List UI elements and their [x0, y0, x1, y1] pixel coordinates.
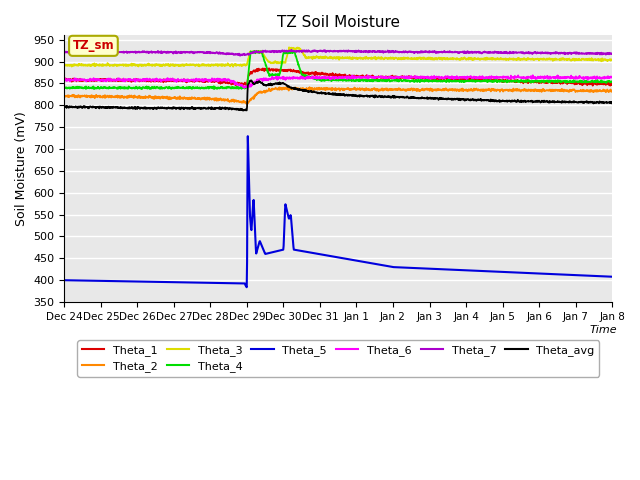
Theta_2	[315, 86, 323, 92]
Theta_5	[608, 274, 616, 279]
Theta_4	[315, 77, 323, 83]
Theta_5	[315, 251, 323, 257]
Theta_5	[373, 261, 381, 267]
Theta_4	[608, 79, 616, 84]
Theta_1	[305, 70, 313, 76]
Theta_4	[373, 77, 381, 83]
Theta_2	[293, 85, 301, 91]
Theta_1	[237, 83, 245, 89]
Theta_2	[103, 94, 111, 99]
Theta_7	[315, 48, 323, 54]
Theta_2	[608, 88, 616, 94]
Theta_7	[236, 53, 244, 59]
Theta_3	[229, 64, 237, 70]
Theta_3	[125, 62, 133, 68]
Theta_5	[125, 278, 133, 284]
Theta_4	[305, 74, 313, 80]
Theta_4	[125, 84, 133, 90]
Text: TZ_sm: TZ_sm	[72, 39, 115, 52]
Theta_7	[294, 48, 301, 54]
Theta_4	[211, 86, 218, 92]
Theta_1	[61, 76, 68, 82]
Theta_1	[608, 82, 616, 87]
Line: Theta_1: Theta_1	[65, 68, 612, 86]
Theta_2	[373, 86, 381, 92]
Theta_4	[61, 84, 68, 90]
Theta_4	[103, 84, 111, 90]
Theta_6	[293, 74, 301, 80]
Line: Theta_6: Theta_6	[65, 75, 612, 88]
Theta_6	[61, 76, 68, 82]
Theta_6	[372, 74, 380, 80]
Line: Theta_3: Theta_3	[65, 48, 612, 67]
Title: TZ Soil Moisture: TZ Soil Moisture	[276, 15, 400, 30]
Line: Theta_7: Theta_7	[65, 50, 612, 56]
Theta_3	[285, 45, 293, 50]
Theta_avg	[103, 105, 111, 111]
Theta_7	[608, 50, 616, 56]
Theta_avg	[294, 86, 301, 92]
Theta_5	[103, 278, 111, 284]
Theta_7	[288, 47, 296, 53]
Theta_4	[294, 60, 301, 65]
Theta_7	[305, 48, 313, 54]
Theta_3	[373, 56, 381, 61]
Theta_1	[125, 78, 133, 84]
Theta_5	[305, 250, 313, 255]
Y-axis label: Soil Moisture (mV): Soil Moisture (mV)	[15, 111, 28, 226]
Theta_3	[61, 61, 68, 67]
Theta_4	[255, 48, 262, 54]
Line: Theta_4: Theta_4	[65, 51, 612, 89]
Line: Theta_5: Theta_5	[65, 136, 612, 287]
Theta_2	[61, 93, 68, 99]
Line: Theta_avg: Theta_avg	[65, 81, 612, 110]
Theta_3	[608, 57, 616, 63]
Theta_3	[103, 63, 111, 69]
Theta_avg	[248, 78, 255, 84]
Theta_6	[103, 78, 111, 84]
Theta_avg	[61, 103, 68, 109]
Theta_avg	[125, 105, 133, 110]
Theta_6	[529, 72, 536, 78]
Theta_2	[125, 94, 133, 100]
Theta_1	[103, 77, 111, 83]
Theta_3	[315, 54, 323, 60]
Theta_2	[305, 86, 312, 92]
Theta_6	[240, 85, 248, 91]
Theta_5	[294, 247, 301, 253]
Theta_6	[305, 73, 312, 79]
Text: Time: Time	[590, 325, 618, 335]
Theta_1	[373, 74, 381, 80]
Theta_2	[243, 101, 251, 107]
Theta_1	[315, 71, 323, 77]
Theta_avg	[373, 94, 381, 99]
Theta_2	[306, 84, 314, 90]
Theta_avg	[315, 90, 323, 96]
Theta_6	[608, 74, 616, 80]
Theta_7	[125, 49, 133, 55]
Theta_3	[294, 46, 301, 51]
Theta_7	[103, 49, 111, 55]
Legend: Theta_1, Theta_2, Theta_3, Theta_4, Theta_5, Theta_6, Theta_7, Theta_avg: Theta_1, Theta_2, Theta_3, Theta_4, Thet…	[77, 340, 599, 376]
Line: Theta_2: Theta_2	[65, 87, 612, 104]
Theta_avg	[305, 89, 313, 95]
Theta_avg	[608, 99, 616, 105]
Theta_5	[61, 277, 68, 283]
Theta_3	[305, 54, 313, 60]
Theta_7	[373, 49, 381, 55]
Theta_7	[61, 49, 68, 55]
Theta_5	[243, 284, 250, 290]
Theta_1	[294, 68, 301, 74]
Theta_6	[125, 76, 133, 82]
Theta_avg	[239, 108, 247, 113]
Theta_1	[265, 65, 273, 71]
Theta_6	[314, 75, 322, 81]
Theta_5	[244, 133, 252, 139]
